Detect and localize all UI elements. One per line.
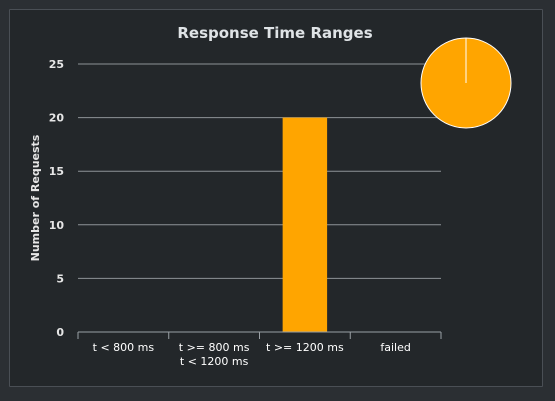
chart-title: Response Time Ranges bbox=[177, 24, 372, 42]
x-axis bbox=[77, 331, 442, 339]
x-axis-ticks: t < 800 ms t >= 800 mst < 1200 ms t >= 120… bbox=[93, 341, 411, 368]
bar-layer bbox=[282, 117, 328, 332]
x-tick-label: t < 1200 ms bbox=[180, 355, 249, 368]
y-tick-label: 20 bbox=[49, 112, 65, 125]
y-tick-label: 15 bbox=[49, 165, 64, 178]
x-tick-label: t < 800 ms bbox=[93, 341, 155, 354]
y-tick-label: 25 bbox=[49, 58, 64, 71]
grid-layer bbox=[78, 63, 441, 279]
y-tick-label: 5 bbox=[56, 272, 64, 285]
pie-chart bbox=[420, 37, 512, 129]
y-axis-ticks: 0 5 10 15 20 25 bbox=[49, 58, 65, 339]
chart-panel: Response Time Ranges Number of Requests … bbox=[9, 9, 543, 387]
y-tick-label: 0 bbox=[56, 326, 64, 339]
x-tick-label: failed bbox=[380, 341, 410, 354]
y-tick-label: 10 bbox=[49, 219, 65, 232]
response-time-chart: Response Time Ranges Number of Requests … bbox=[29, 24, 512, 368]
y-axis-label: Number of Requests bbox=[29, 134, 42, 261]
x-tick-label: t >= 1200 ms bbox=[266, 341, 344, 354]
x-tick-label: t >= 800 ms bbox=[179, 341, 250, 354]
bar[interactable] bbox=[282, 117, 328, 332]
